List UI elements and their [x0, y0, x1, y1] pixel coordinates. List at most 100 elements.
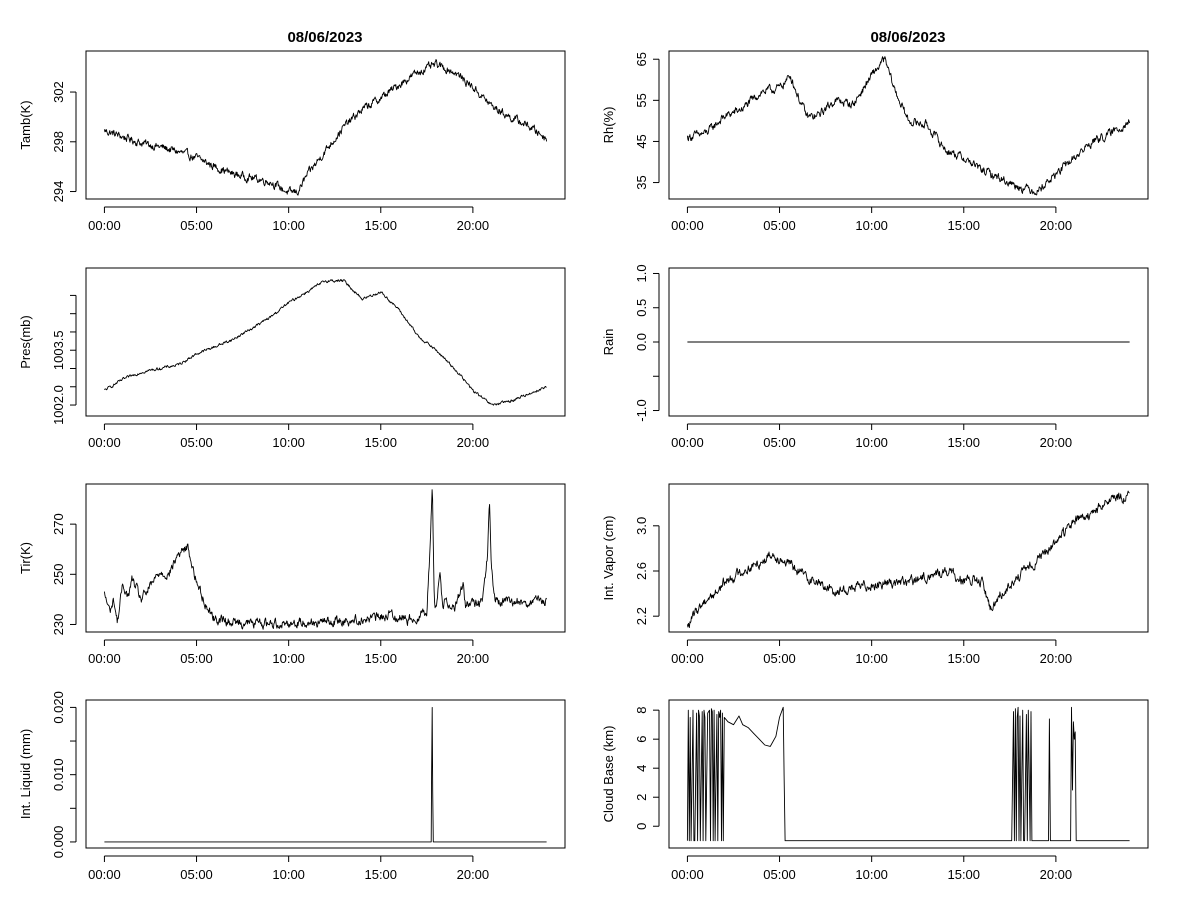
- tamb-y-tick-label: 294: [51, 181, 66, 203]
- rh-y-tick-label: 45: [634, 134, 649, 148]
- vapor-x-tick-label: 20:00: [1040, 651, 1073, 666]
- pres-series-line: [104, 279, 547, 406]
- panel-rh: 00:00 05:00 10:00 15:00 20:00 35 45 55 65 Rh(%): [601, 50, 1149, 233]
- rh-y-tick-label: 55: [634, 93, 649, 107]
- pres-x-tick-label: 15:00: [364, 435, 397, 450]
- liquid-x-tick-label: 05:00: [180, 867, 213, 882]
- pres-y-tick-label: 1003.5: [51, 330, 66, 370]
- vapor-y-tick-label: 2.6: [634, 562, 649, 580]
- tamb-plot-frame: [85, 50, 566, 200]
- rain-x-tick-label: 00:00: [671, 435, 704, 450]
- pres-y-tick-label: 1002.0: [51, 385, 66, 425]
- panel-pres: 00:00 05:00 10:00 15:00 20:00 1002.0 1003.5 Pre…: [18, 267, 566, 450]
- panel-cloudbase: 00:00 05:00 10:00 15:00 20:00 0 2 4 6 8 Cloud Base…: [601, 699, 1149, 882]
- cloudbase-x-tick-label: 05:00: [763, 867, 796, 882]
- rain-y-tick-label: 0.5: [634, 299, 649, 317]
- rh-y-tick-label: 65: [634, 52, 649, 66]
- rh-x-tick-label: 15:00: [947, 218, 980, 233]
- tamb-y-tick-label: 298: [51, 131, 66, 153]
- liquid-y-tick-label: 0.010: [51, 758, 66, 791]
- tir-x-tick-label: 10:00: [272, 651, 305, 666]
- vapor-x-tick-label: 05:00: [763, 651, 796, 666]
- tir-x-tick-label: 20:00: [457, 651, 490, 666]
- cloudbase-y-tick-label: 2: [634, 794, 649, 801]
- rain-y-tick-label: 1.0: [634, 264, 649, 282]
- tir-x-tick-label: 05:00: [180, 651, 213, 666]
- tamb-x-tick-label: 05:00: [180, 218, 213, 233]
- liquid-y-tick-label: 0.020: [51, 691, 66, 724]
- liquid-plot-frame: [85, 699, 566, 849]
- vapor-x-tick-label: 15:00: [947, 651, 980, 666]
- vapor-y-axis-label: Int. Vapor (cm): [601, 515, 616, 600]
- rain-x-tick-label: 10:00: [855, 435, 888, 450]
- cloudbase-x-tick-label: 15:00: [947, 867, 980, 882]
- rh-series-line: [686, 56, 1131, 196]
- tamb-series-line: [103, 59, 548, 196]
- pres-x-tick-label: 05:00: [180, 435, 213, 450]
- liquid-y-axis-label: Int. Liquid (mm): [18, 729, 33, 819]
- vapor-y-tick-label: 3.0: [634, 517, 649, 535]
- rh-plot-frame: [668, 50, 1149, 200]
- tamb-y-axis-label: Tamb(K): [18, 100, 33, 149]
- cloudbase-y-tick-label: 0: [634, 823, 649, 830]
- cloudbase-y-axis-label: Cloud Base (km): [601, 726, 616, 823]
- rh-y-tick-label: 35: [634, 175, 649, 189]
- tir-x-tick-label: 00:00: [88, 651, 121, 666]
- cloudbase-x-tick-label: 20:00: [1040, 867, 1073, 882]
- rain-y-tick-label: 0.0: [634, 333, 649, 351]
- panel-vapor: 00:00 05:00 10:00 15:00 20:00 2.2 2.6 3.0 Int. V…: [601, 483, 1149, 666]
- vapor-y-tick-label: 2.2: [634, 607, 649, 625]
- tamb-x-tick-label: 00:00: [88, 218, 121, 233]
- cloudbase-plot-frame: [668, 699, 1149, 849]
- rain-y-tick-label: -1.0: [634, 399, 649, 421]
- rh-x-tick-label: 10:00: [855, 218, 888, 233]
- tamb-x-tick-label: 10:00: [272, 218, 305, 233]
- rh-x-tick-label: 05:00: [763, 218, 796, 233]
- rh-y-axis-label: Rh(%): [601, 107, 616, 144]
- cloudbase-y-tick-label: 8: [634, 707, 649, 714]
- rain-x-tick-label: 05:00: [763, 435, 796, 450]
- rh-x-tick-label: 20:00: [1040, 218, 1073, 233]
- liquid-x-tick-label: 15:00: [364, 867, 397, 882]
- cloudbase-y-tick-label: 6: [634, 736, 649, 743]
- panel-tamb: 00:00 05:00 10:00 15:00 20:00 294 298 302 Tamb(K…: [18, 50, 566, 233]
- pres-x-tick-label: 20:00: [457, 435, 490, 450]
- rain-plot-frame: [668, 267, 1149, 417]
- pres-x-tick-label: 10:00: [272, 435, 305, 450]
- liquid-x-tick-label: 10:00: [272, 867, 305, 882]
- vapor-plot-frame: [668, 483, 1149, 633]
- tir-x-tick-label: 15:00: [364, 651, 397, 666]
- vapor-x-tick-label: 00:00: [671, 651, 704, 666]
- rain-x-tick-label: 20:00: [1040, 435, 1073, 450]
- tir-y-tick-label: 230: [51, 614, 66, 636]
- tir-y-tick-label: 270: [51, 513, 66, 535]
- tamb-x-tick-label: 15:00: [364, 218, 397, 233]
- cloudbase-x-tick-label: 00:00: [671, 867, 704, 882]
- liquid-series-line: [104, 706, 547, 843]
- right-column-title: 08/06/2023: [870, 29, 945, 46]
- cloudbase-series-line: [686, 706, 1130, 842]
- vapor-x-tick-label: 10:00: [855, 651, 888, 666]
- panel-tir: 00:00 05:00 10:00 15:00 20:00 230 250 270 Tir(K): [18, 483, 566, 666]
- pres-x-tick-label: 00:00: [88, 435, 121, 450]
- tir-y-axis-label: Tir(K): [18, 542, 33, 574]
- panel-rain: 00:00 05:00 10:00 15:00 20:00 -1.0 0.0 0.5 1.0 Ra…: [601, 264, 1149, 450]
- pres-y-axis-label: Pres(mb): [18, 315, 33, 368]
- panel-liquid: 00:00 05:00 10:00 15:00 20:00 0.000 0.010 0.020…: [18, 691, 566, 882]
- cloudbase-x-tick-label: 10:00: [855, 867, 888, 882]
- pres-plot-frame: [85, 267, 566, 417]
- tir-plot-frame: [85, 483, 566, 633]
- liquid-x-tick-label: 00:00: [88, 867, 121, 882]
- liquid-x-tick-label: 20:00: [457, 867, 490, 882]
- tamb-x-tick-label: 20:00: [457, 218, 490, 233]
- cloudbase-y-tick-label: 4: [634, 765, 649, 772]
- tir-y-tick-label: 250: [51, 563, 66, 585]
- left-column-title: 08/06/2023: [287, 29, 362, 46]
- liquid-y-tick-label: 0.000: [51, 826, 66, 859]
- rain-y-axis-label: Rain: [601, 329, 616, 356]
- rain-x-tick-label: 15:00: [947, 435, 980, 450]
- tamb-y-tick-label: 302: [51, 81, 66, 103]
- vapor-series-line: [686, 490, 1130, 629]
